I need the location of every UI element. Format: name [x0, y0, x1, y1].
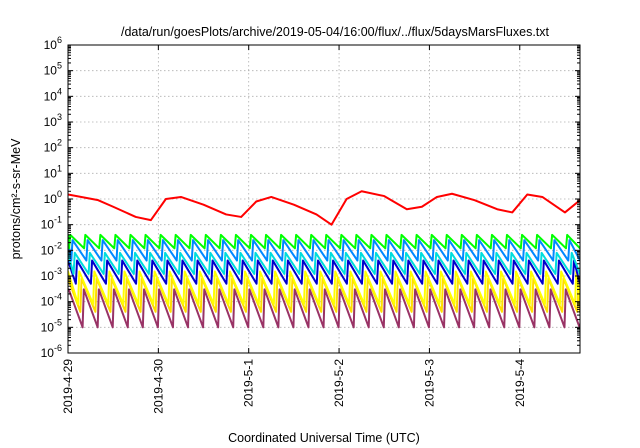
y-tick-label: 10-6: [41, 343, 62, 360]
y-tick-exponent: -2: [54, 240, 62, 250]
y-tick-label: 106: [44, 35, 62, 52]
y-tick-exponent: -1: [54, 215, 62, 225]
y-tick-exponent: -6: [54, 343, 62, 353]
series-line-3: [68, 251, 580, 275]
y-tick-exponent: 4: [57, 86, 62, 96]
y-tick-exponent: 0: [57, 189, 62, 199]
x-tick-label: 2019-5-3: [422, 359, 436, 407]
x-tick-label: 2019-5-1: [242, 359, 256, 407]
y-tick-base: 10: [44, 89, 58, 103]
y-tick-base: 10: [41, 243, 55, 257]
y-tick-exponent: 3: [57, 112, 62, 122]
y-tick-exponent: -5: [54, 317, 62, 327]
x-tick-label: 2019-5-4: [513, 359, 527, 407]
y-tick-label: 10-5: [41, 317, 62, 334]
y-tick-exponent: 1: [57, 163, 62, 173]
series-line-0: [68, 190, 580, 226]
y-tick-label: 10-4: [41, 292, 62, 309]
y-tick-label: 10-3: [41, 266, 62, 283]
y-tick-base: 10: [44, 115, 58, 129]
y-tick-base: 10: [44, 38, 58, 52]
y-tick-base: 10: [44, 141, 58, 155]
series-line-1: [68, 233, 580, 250]
series-line-5: [68, 270, 580, 306]
x-axis-label: Coordinated Universal Time (UTC): [228, 431, 420, 445]
y-tick-exponent: -3: [54, 266, 62, 276]
y-tick-base: 10: [41, 295, 55, 309]
series-line-4: [68, 259, 580, 285]
y-tick-label: 101: [44, 163, 62, 180]
chart-title: /data/run/goesPlots/archive/2019-05-04/1…: [121, 25, 550, 39]
y-axis-label: protons/cm²-s-sr-MeV: [9, 138, 23, 260]
y-tick-base: 10: [44, 64, 58, 78]
y-tick-label: 100: [44, 189, 62, 206]
y-tick-label: 10-2: [41, 240, 62, 257]
y-tick-base: 10: [41, 269, 55, 283]
y-tick-label: 102: [44, 138, 62, 155]
y-tick-exponent: -4: [54, 292, 62, 302]
y-tick-label: 105: [44, 61, 62, 78]
series-line-7: [68, 288, 580, 329]
y-tick-exponent: 5: [57, 61, 62, 71]
y-axis: 10-610-510-410-310-210-11001011021031041…: [41, 35, 580, 360]
y-tick-label: 103: [44, 112, 62, 129]
y-tick-exponent: 6: [57, 35, 62, 45]
x-tick-label: 2019-4-29: [61, 359, 75, 414]
y-tick-base: 10: [41, 218, 55, 232]
series-line-2: [68, 239, 580, 262]
y-tick-base: 10: [44, 192, 58, 206]
y-tick-exponent: 2: [57, 138, 62, 148]
y-tick-base: 10: [41, 320, 55, 334]
x-tick-label: 2019-4-30: [151, 359, 165, 414]
y-tick-base: 10: [41, 346, 55, 360]
series-lines: [68, 190, 580, 329]
y-tick-label: 10-1: [41, 215, 62, 232]
y-tick-base: 10: [44, 166, 58, 180]
x-axis: 2019-4-29 2019-4-30 2019-5-1 2019-5-2 2019-5…: [61, 45, 527, 414]
y-tick-label: 104: [44, 86, 62, 103]
x-tick-label: 2019-5-2: [332, 359, 346, 407]
